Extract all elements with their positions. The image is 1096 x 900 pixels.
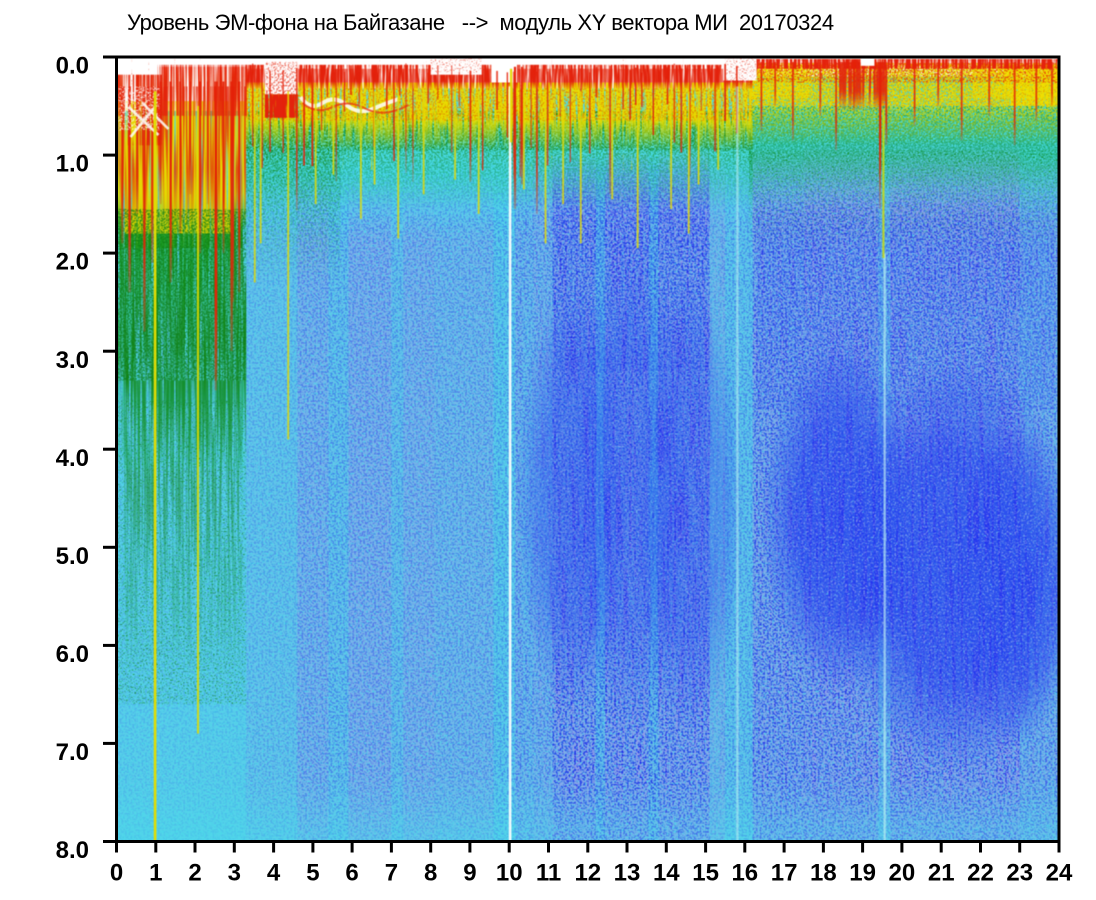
svg-text:18: 18 [810,860,837,887]
svg-text:20: 20 [889,860,916,887]
svg-text:3: 3 [228,860,241,887]
svg-text:11: 11 [536,860,561,887]
svg-text:17: 17 [771,860,798,887]
svg-text:9: 9 [463,860,476,887]
svg-text:0: 0 [110,860,123,887]
svg-text:1: 1 [149,860,162,887]
svg-text:23: 23 [1006,860,1033,887]
svg-text:5: 5 [306,860,319,887]
svg-text:21: 21 [928,860,955,887]
svg-text:15: 15 [692,860,719,887]
svg-text:19: 19 [849,860,876,887]
svg-text:8.0: 8.0 [56,837,89,864]
svg-text:13: 13 [614,860,641,887]
svg-text:1.0: 1.0 [56,151,89,178]
svg-text:2: 2 [188,860,201,887]
svg-text:7: 7 [385,860,398,887]
svg-text:14: 14 [653,860,680,887]
svg-text:Уровень ЭМ-фона на Байгазане: Уровень ЭМ-фона на Байгазане --> модуль … [127,10,834,35]
svg-text:4: 4 [267,860,281,887]
svg-text:5.0: 5.0 [56,543,89,570]
svg-text:24: 24 [1046,860,1073,887]
svg-text:3.0: 3.0 [56,347,89,374]
svg-text:6: 6 [345,860,358,887]
svg-text:0.0: 0.0 [56,53,89,80]
svg-text:2.0: 2.0 [56,249,89,276]
svg-text:10: 10 [496,860,523,887]
svg-text:8: 8 [424,860,437,887]
svg-text:6.0: 6.0 [56,641,89,668]
svg-text:7.0: 7.0 [56,739,89,766]
svg-text:22: 22 [967,860,994,887]
svg-text:16: 16 [731,860,758,887]
svg-text:12: 12 [574,860,601,887]
svg-text:4.0: 4.0 [56,445,89,472]
